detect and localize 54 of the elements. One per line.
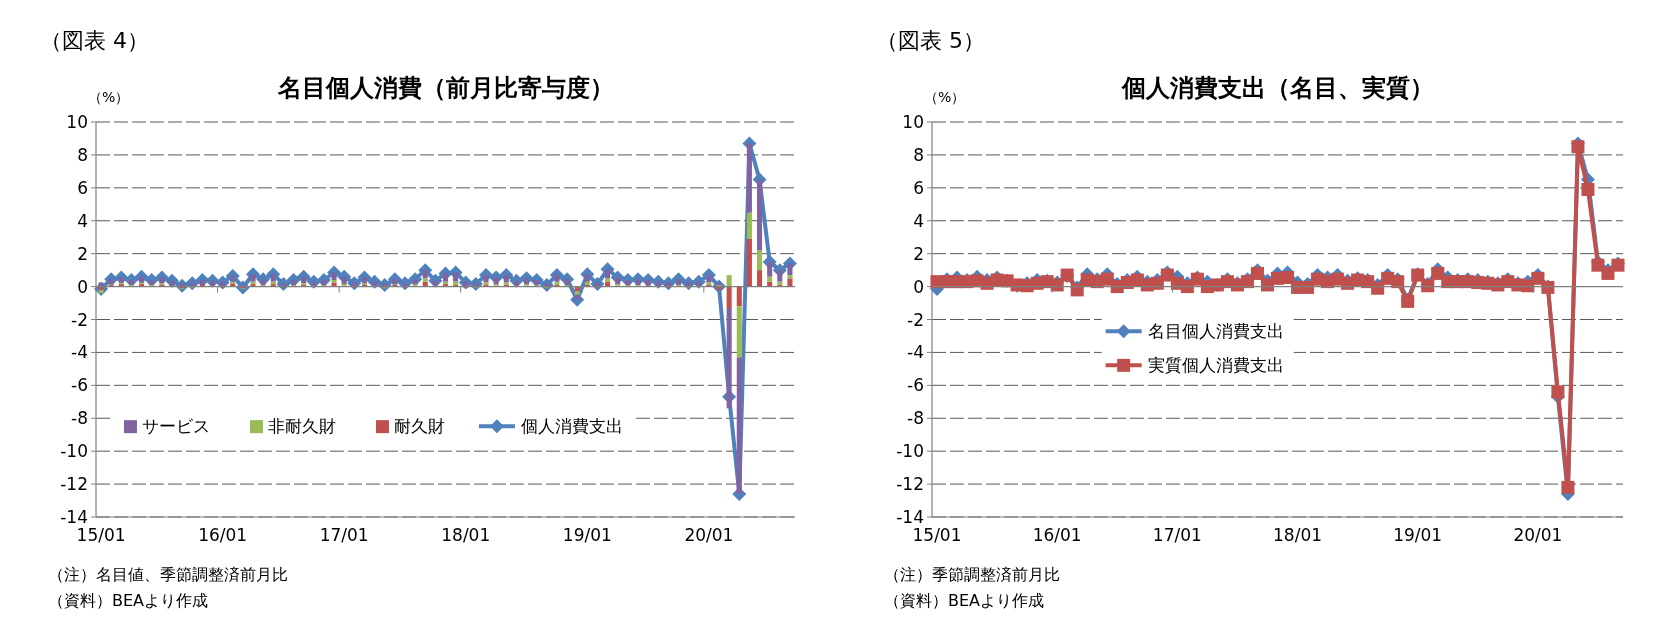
x-tick-label: 17/01 [1152, 525, 1202, 545]
chart-title: 個人消費支出（名目、実質） [1120, 74, 1434, 102]
y-tick-label: -4 [907, 342, 924, 363]
text: （図表 4） [40, 28, 149, 53]
x-tick-label: 19/01 [1393, 525, 1443, 545]
y-axis-title: （%） [924, 89, 966, 105]
y-tick-label: -6 [71, 375, 88, 396]
y-tick-label: 0 [77, 276, 88, 297]
x-tick-label: 17/01 [319, 525, 369, 545]
y-tick-label: -10 [60, 441, 88, 462]
y-tick-label: 6 [913, 177, 924, 198]
y-tick-label: 8 [913, 144, 924, 165]
text: （図表 5） [876, 28, 985, 53]
legend-label: 名目個人消費支出 [1147, 321, 1284, 342]
y-tick-label: -4 [71, 342, 88, 363]
text: （資料）BEAより作成 [48, 591, 209, 610]
legend-label: 実質個人消費支出 [1147, 355, 1284, 376]
y-tick-label: -12 [60, 474, 88, 495]
y-tick-label: 8 [77, 144, 88, 165]
legend-label: 個人消費支出 [520, 416, 623, 437]
y-tick-label: -14 [60, 507, 88, 527]
y-axis-title: （%） [88, 89, 130, 105]
chart-title: 名目個人消費（前月比寄与度） [276, 74, 614, 102]
x-tick-label: 16/01 [198, 525, 248, 545]
y-tick-label: 0 [913, 276, 924, 297]
x-tick-label: 16/01 [1032, 525, 1082, 545]
y-tick-label: 4 [913, 210, 924, 231]
y-tick-label: -8 [907, 408, 924, 429]
y-tick-label: 2 [77, 243, 88, 264]
y-tick-label: 2 [913, 243, 924, 264]
y-tick-label: 10 [66, 112, 88, 132]
y-tick-label: -10 [896, 441, 924, 462]
x-tick-label: 15/01 [76, 525, 126, 545]
x-tick-label: 20/01 [684, 525, 734, 545]
x-tick-label: 18/01 [441, 525, 491, 545]
y-tick-label: -14 [896, 507, 924, 527]
y-tick-label: -6 [907, 375, 924, 396]
legend-label: 非耐久財 [267, 416, 336, 437]
y-tick-label: 4 [77, 210, 88, 231]
text: （注）名目値、季節調整済前月比 [48, 565, 288, 584]
y-tick-label: -2 [71, 309, 88, 330]
y-tick-label: -2 [907, 309, 924, 330]
x-tick-label: 19/01 [562, 525, 612, 545]
y-tick-label: 10 [902, 112, 924, 132]
text: （資料）BEAより作成 [884, 591, 1045, 610]
y-tick-label: 6 [77, 177, 88, 198]
x-tick-label: 20/01 [1513, 525, 1563, 545]
x-tick-label: 18/01 [1273, 525, 1323, 545]
x-tick-label: 15/01 [912, 525, 962, 545]
legend-label: 耐久財 [393, 416, 445, 437]
y-tick-label: -12 [896, 474, 924, 495]
y-tick-label: -8 [71, 408, 88, 429]
legend-label: サービス [141, 416, 210, 437]
text: （注）季節調整済前月比 [884, 565, 1060, 584]
